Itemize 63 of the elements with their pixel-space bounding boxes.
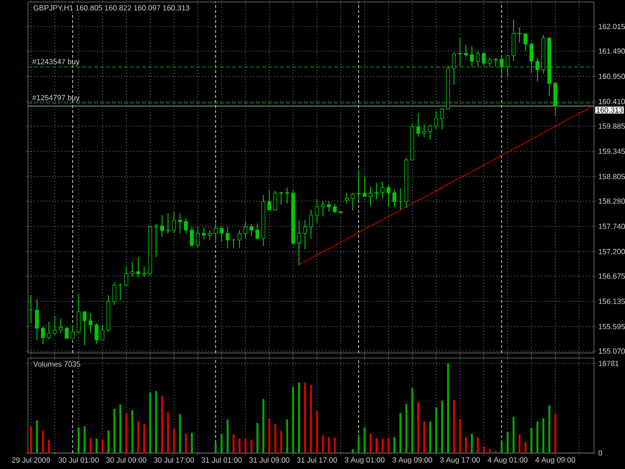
candlestick <box>172 211 176 234</box>
candlestick <box>368 186 372 207</box>
candlestick <box>315 198 319 224</box>
candlestick <box>422 124 426 138</box>
candlestick <box>344 192 349 204</box>
candlestick <box>208 230 212 240</box>
candlestick <box>124 266 128 287</box>
candlestick <box>214 223 218 244</box>
candlestick <box>488 56 492 67</box>
candlestick <box>178 212 182 234</box>
candlestick <box>184 218 188 234</box>
candlestick <box>130 261 134 278</box>
candlestick <box>64 326 69 339</box>
candlestick <box>94 323 98 344</box>
candlestick <box>136 256 140 278</box>
candlestick <box>190 226 194 248</box>
candlestick <box>202 227 206 240</box>
candlestick <box>524 32 528 52</box>
candlestick <box>356 169 361 201</box>
candlestick <box>428 124 432 140</box>
candlestick <box>196 226 200 248</box>
candlestick <box>512 18 516 62</box>
candlestick <box>285 187 290 204</box>
candlestick <box>154 224 158 258</box>
candlestick <box>35 298 39 340</box>
candlestick <box>100 324 104 340</box>
candlestick <box>166 212 170 234</box>
candlestick <box>273 190 278 211</box>
candlestick <box>250 224 254 238</box>
candlestick <box>279 191 284 206</box>
candlestick <box>58 318 63 334</box>
candlestick <box>434 110 438 130</box>
candlestick <box>416 112 420 138</box>
candlestick <box>464 44 468 58</box>
candlestick <box>226 226 230 249</box>
candlestick <box>82 310 87 346</box>
candlestick <box>374 182 378 200</box>
candlestick <box>40 326 45 345</box>
candlestick <box>482 52 486 66</box>
candlestick <box>321 201 325 217</box>
candlestick <box>238 230 242 249</box>
candlestick <box>46 321 51 340</box>
candlestick <box>303 220 307 250</box>
candlestick <box>392 188 396 208</box>
candlestick <box>160 214 164 238</box>
candlestick <box>220 226 224 242</box>
candlestick <box>255 223 260 240</box>
candlestick <box>244 221 248 239</box>
candlestick <box>362 175 367 197</box>
candlestick <box>326 201 331 212</box>
candlestick <box>440 108 444 130</box>
candlestick <box>297 220 301 266</box>
candlestick <box>518 26 522 44</box>
candlestick <box>76 294 81 334</box>
candlestick <box>332 203 337 214</box>
candlestick <box>88 312 92 334</box>
candlestick <box>309 210 313 239</box>
candlestick <box>112 282 116 306</box>
candlestick <box>380 181 384 199</box>
candlestick <box>386 184 390 208</box>
candlestick <box>267 189 272 211</box>
candlestick <box>70 324 75 339</box>
candlestick <box>142 266 146 278</box>
